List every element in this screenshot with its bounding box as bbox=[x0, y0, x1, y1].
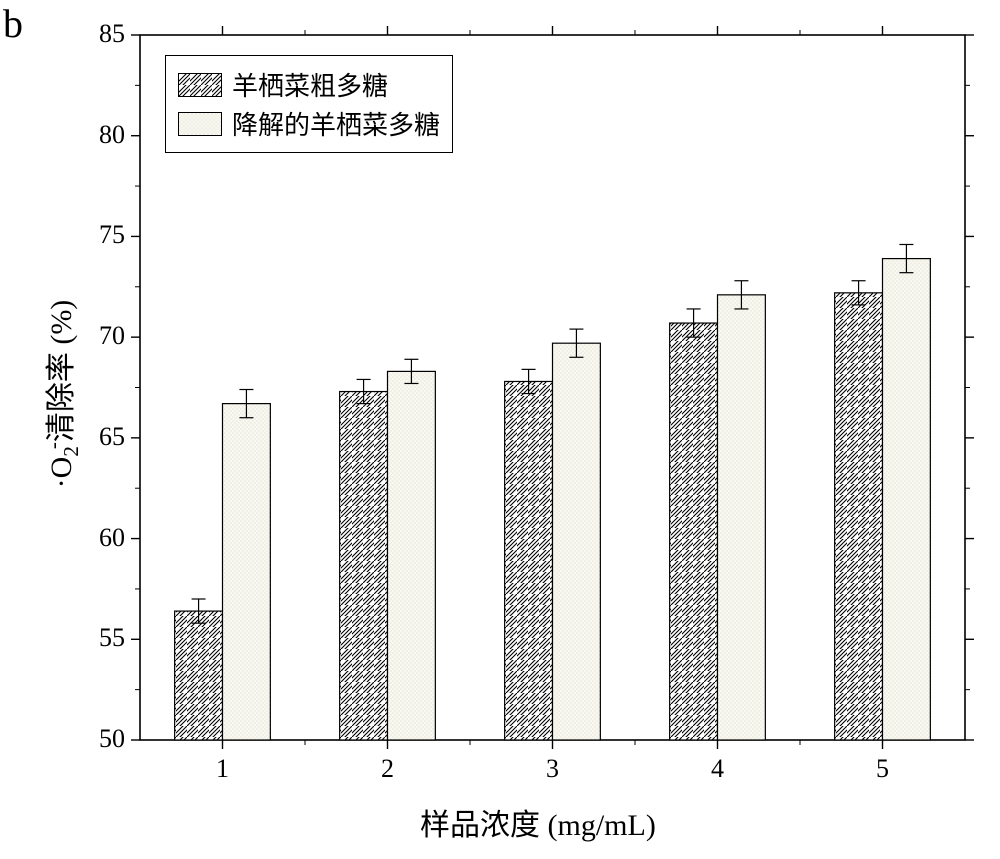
legend: 羊栖菜粗多糖降解的羊栖菜多糖 bbox=[165, 55, 453, 153]
legend-item: 降解的羊栖菜多糖 bbox=[178, 105, 440, 142]
x-tick-label: 1 bbox=[203, 754, 243, 784]
legend-label: 降解的羊栖菜多糖 bbox=[232, 105, 440, 142]
legend-item: 羊栖菜粗多糖 bbox=[178, 66, 440, 103]
x-axis-title: 样品浓度 (mg/mL) bbox=[420, 800, 656, 844]
x-tick-label: 4 bbox=[698, 754, 738, 784]
y-axis-title: ·O2-清除率 (%) bbox=[36, 294, 84, 494]
x-tick-label: 2 bbox=[368, 754, 408, 784]
legend-label: 羊栖菜粗多糖 bbox=[232, 66, 388, 103]
legend-swatch bbox=[178, 73, 222, 97]
y-tick-label: 75 bbox=[65, 220, 125, 250]
y-tick-label: 60 bbox=[65, 523, 125, 553]
x-tick-label: 3 bbox=[533, 754, 573, 784]
bar-chart bbox=[0, 0, 1000, 859]
y-axis-title-text: ·O2-清除率 (%) bbox=[45, 300, 78, 489]
x-tick-label: 5 bbox=[863, 754, 903, 784]
y-tick-label: 80 bbox=[65, 120, 125, 150]
y-tick-label: 85 bbox=[65, 19, 125, 49]
y-tick-label: 55 bbox=[65, 623, 125, 653]
chart-container: b 5055606570758085 12345 ·O2-清除率 (%) 样品浓… bbox=[0, 0, 1000, 859]
y-tick-label: 50 bbox=[65, 724, 125, 754]
legend-swatch bbox=[178, 112, 222, 136]
